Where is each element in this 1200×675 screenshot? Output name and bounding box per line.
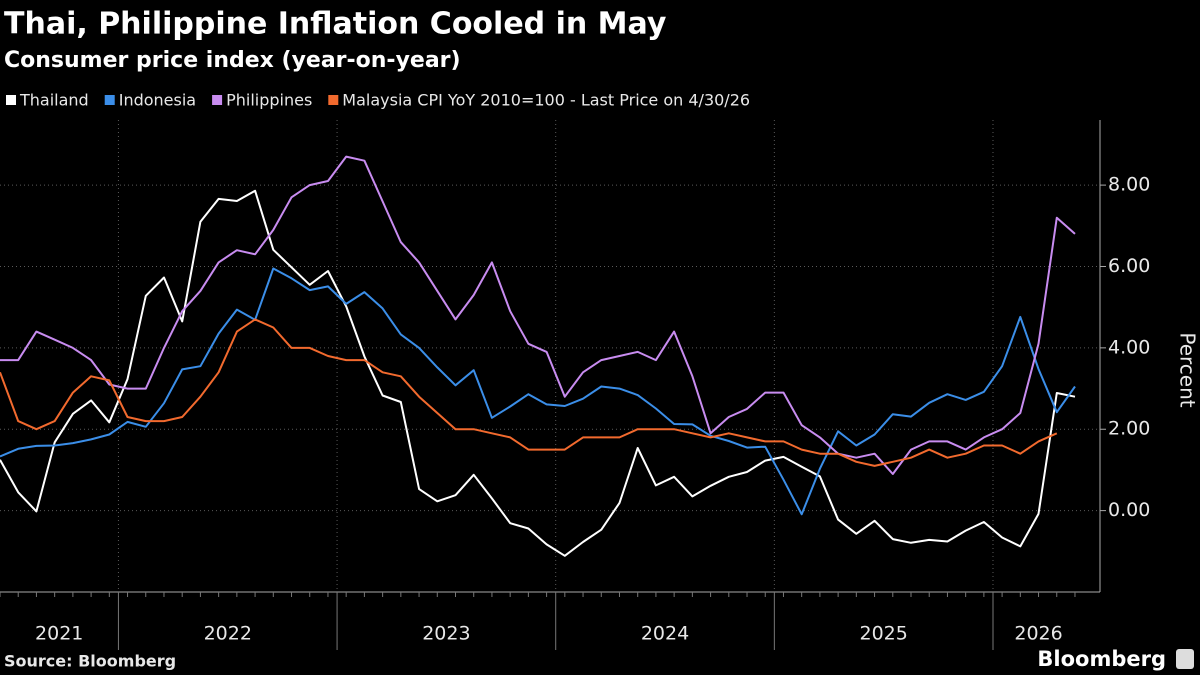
x-tick-label: 2025 <box>859 623 907 645</box>
x-tick-label: 2021 <box>35 623 83 645</box>
x-tick-label: 2022 <box>204 623 252 645</box>
logo-icon <box>1176 649 1194 669</box>
x-tick-label: 2026 <box>1014 623 1062 645</box>
y-tick-label: 2.00 <box>1108 418 1150 440</box>
legend-swatch <box>104 95 115 105</box>
legend-label: Indonesia <box>119 91 196 110</box>
series-line <box>0 155 1076 475</box>
legend-label: Thailand <box>19 91 89 110</box>
series-line <box>0 189 1076 557</box>
x-tick-label: 2023 <box>422 623 470 645</box>
legend-swatch <box>6 95 16 105</box>
chart-title: Thai, Philippine Inflation Cooled in May <box>4 7 667 42</box>
y-axis-label: Percent <box>1176 332 1200 407</box>
y-tick-label: 0.00 <box>1108 499 1150 521</box>
legend-label: Philippines <box>226 91 312 110</box>
y-tick-label: 6.00 <box>1108 255 1150 277</box>
series-line <box>0 318 1058 467</box>
logo: Bloomberg <box>1037 647 1166 671</box>
source: Source: Bloomberg <box>4 652 176 671</box>
legend-swatch <box>212 95 223 105</box>
x-tick-label: 2024 <box>641 623 689 645</box>
legend-label: Malaysia CPI YoY 2010=100 - Last Price o… <box>342 91 750 110</box>
y-tick-label: 4.00 <box>1108 336 1150 358</box>
legend-swatch <box>328 95 339 105</box>
y-tick-label: 8.00 <box>1108 174 1150 196</box>
series-line <box>0 267 1076 516</box>
chart-subtitle: Consumer price index (year-on-year) <box>4 48 461 73</box>
